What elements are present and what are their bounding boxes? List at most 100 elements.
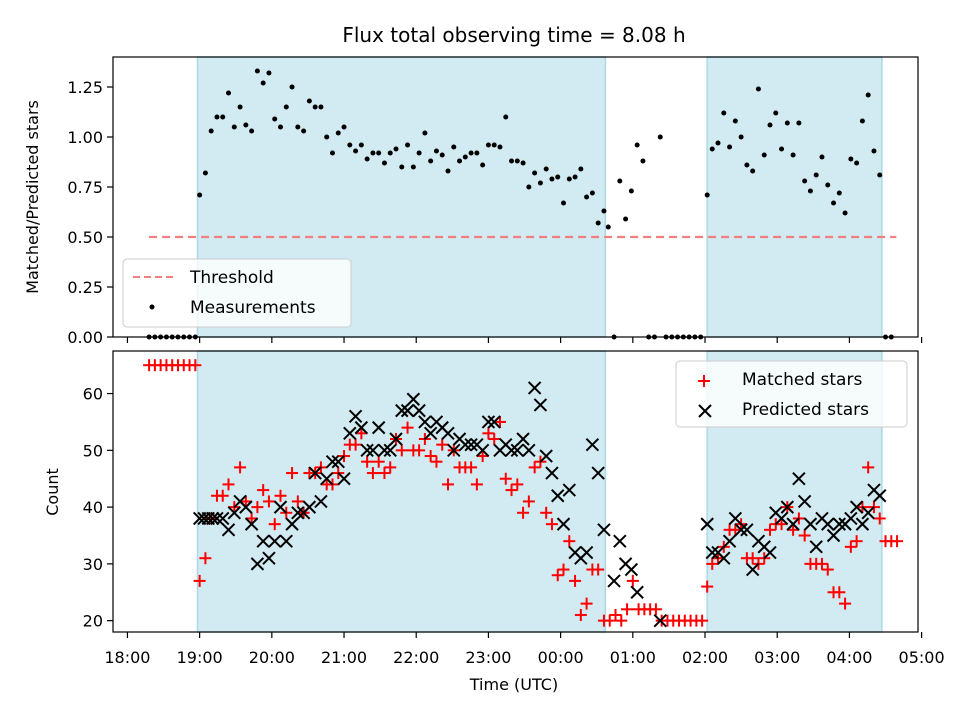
matched-star-point	[505, 484, 518, 497]
measurement-point	[657, 134, 663, 140]
matched-star-point	[378, 467, 391, 480]
measurement-point	[601, 208, 607, 214]
matched-star-point	[609, 608, 622, 621]
measurement-point	[462, 154, 468, 160]
matched-star-point	[372, 455, 385, 468]
measurement-point	[790, 152, 796, 158]
predicted-star-point	[551, 489, 565, 503]
measurement-point	[318, 104, 324, 110]
predicted-star-point	[832, 517, 847, 531]
bottom-ytick-label: 50	[83, 441, 103, 460]
measurement-point	[584, 194, 590, 200]
measurement-point	[306, 98, 312, 104]
bottom-xtick-label: 23:00	[465, 648, 511, 667]
predicted-star-point	[475, 443, 490, 458]
measurement-point	[755, 86, 761, 92]
predicted-star-point	[717, 551, 731, 565]
observing-window-1	[706, 56, 883, 338]
measurement-point	[260, 80, 266, 86]
measurement-point	[555, 174, 561, 180]
predicted-star-point	[481, 415, 496, 429]
predicted-star-point	[464, 437, 478, 452]
measurement-point	[865, 92, 871, 98]
matched-star-point	[424, 450, 437, 463]
predicted-star-point	[273, 500, 288, 514]
matched-star-point	[488, 432, 501, 445]
measurement-point	[428, 158, 434, 164]
measurement-point	[272, 116, 278, 122]
top-ytick-label: 0.75	[67, 178, 103, 197]
predicted-star-point	[377, 443, 392, 458]
bottom-xtick-label: 00:00	[538, 648, 584, 667]
bottom-xtick-label: 01:00	[610, 648, 656, 667]
measurement-point	[439, 152, 445, 158]
measurement-point	[727, 144, 733, 150]
measurement-point	[474, 150, 480, 156]
measurement-point	[393, 146, 399, 152]
measurement-point	[237, 104, 243, 110]
matched-star-point	[291, 495, 304, 508]
predicted-star-point	[291, 506, 305, 520]
matched-star-point	[649, 603, 662, 616]
measurement-point	[595, 220, 601, 226]
measurement-point	[859, 118, 865, 124]
matched-star-point	[746, 552, 759, 565]
measurements-legend-label: Measurements	[190, 298, 316, 318]
predicted-star-point	[400, 403, 415, 418]
predicted-star-point	[205, 511, 220, 526]
measurement-point	[254, 68, 260, 74]
measurement-point	[813, 172, 819, 178]
predicted-star-point	[244, 517, 259, 531]
bottom-ytick-label: 60	[83, 385, 103, 404]
predicted-star-point	[262, 551, 276, 565]
bottom-xtick-label: 18:00	[104, 648, 150, 667]
bottom-xtick-label: 04:00	[826, 648, 872, 667]
predicted-star-point	[221, 523, 236, 537]
measurement-point	[370, 150, 376, 156]
predicted-star-point	[360, 443, 374, 458]
matched-star-point	[361, 455, 374, 468]
measurement-point	[796, 120, 802, 126]
predicted-star-point	[562, 483, 576, 497]
matched-star-point	[551, 569, 564, 582]
measurements-legend-swatch	[149, 304, 155, 310]
matched-star-point	[574, 608, 587, 621]
measurement-point	[497, 144, 503, 150]
measurement-point	[532, 170, 538, 176]
predicted-star-point	[239, 500, 253, 514]
matched-star-point	[557, 563, 570, 576]
measurement-point	[341, 124, 347, 130]
matched-star-point	[239, 495, 252, 508]
matched-star-point	[706, 557, 719, 570]
top-ytick-label: 0.25	[67, 278, 103, 297]
measurement-point	[549, 176, 555, 182]
matched-star-point	[395, 444, 408, 457]
measurement-point	[480, 162, 486, 168]
measurement-point	[704, 192, 710, 198]
predicted-star-point	[412, 403, 426, 418]
predicted-star-point	[458, 437, 473, 452]
bottom-ytick-label: 20	[83, 612, 103, 631]
predicted-star-point	[630, 585, 644, 599]
matched-star-point	[349, 438, 362, 451]
predicted-star-point	[533, 398, 548, 412]
predicted-star-point	[855, 517, 870, 531]
matched-star-point	[257, 484, 270, 497]
top-ytick-label: 1.25	[67, 78, 103, 97]
predicted-star-point	[624, 562, 639, 577]
measurement-point	[509, 158, 515, 164]
measurement-point	[266, 70, 272, 76]
measurement-point	[715, 140, 721, 146]
predicted-star-point	[792, 472, 806, 486]
matched-legend-label: Matched stars	[742, 370, 862, 390]
measurement-point	[572, 174, 578, 180]
measurement-point	[767, 122, 773, 128]
matched-star-point	[216, 489, 229, 502]
matched-star-point	[844, 540, 857, 553]
measurement-point	[353, 148, 359, 154]
predicted-star-point	[383, 443, 397, 458]
matched-star-point	[563, 535, 576, 548]
predicted-star-point	[371, 420, 386, 435]
predicted-star-point	[539, 449, 553, 463]
matched-star-point	[522, 495, 535, 508]
